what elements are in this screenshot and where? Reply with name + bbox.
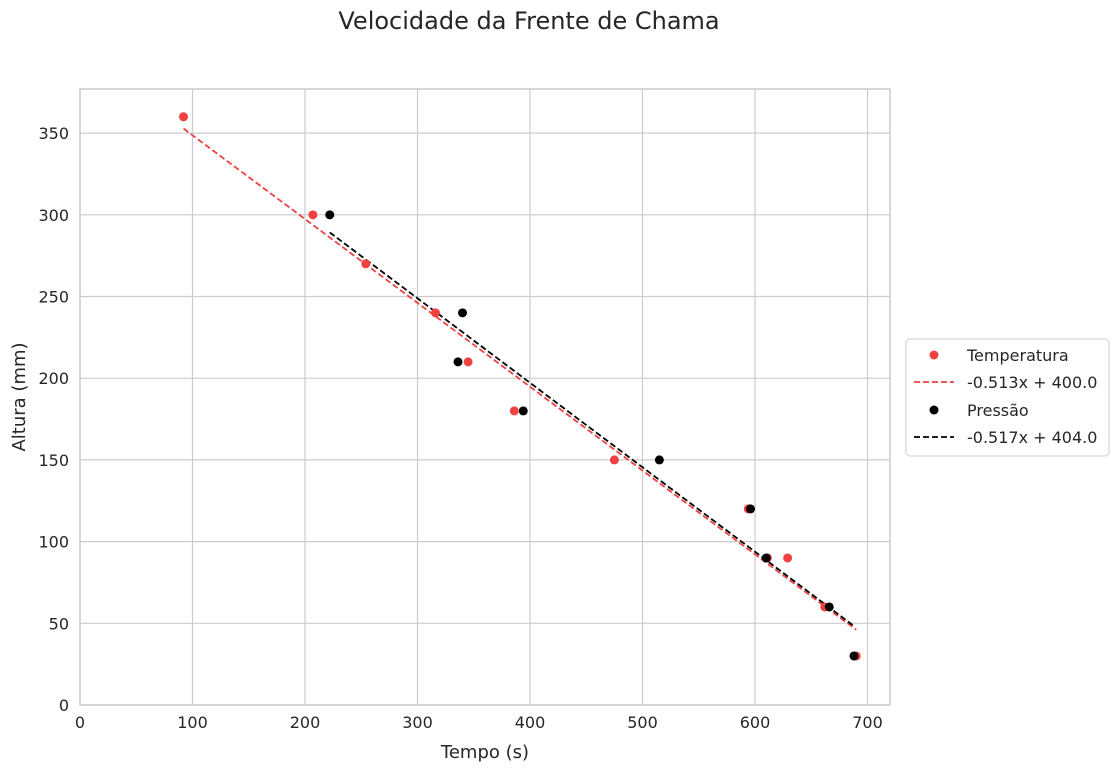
x-tick-label: 100: [177, 713, 208, 732]
legend-label-temperatura-fit: -0.513x + 400.0: [967, 373, 1097, 392]
gridlines: [79, 89, 890, 706]
x-tick-label: 0: [75, 713, 85, 732]
y-tick-label: 350: [38, 124, 69, 143]
y-tick-label: 250: [38, 288, 69, 307]
point-pressao: [458, 308, 467, 318]
point-temperatura: [361, 259, 371, 269]
point-pressao: [824, 602, 834, 612]
y-tick-label: 300: [38, 206, 69, 225]
chart-title: Velocidade da Frente de Chama: [338, 7, 719, 35]
y-tick-label: 100: [38, 533, 69, 552]
point-temperatura: [509, 406, 519, 416]
y-tick-label: 200: [38, 369, 69, 388]
point-pressao: [453, 357, 463, 367]
x-tick-label: 700: [852, 713, 883, 732]
legend-marker-temperatura: [929, 350, 939, 360]
y-tick-label: 150: [38, 451, 69, 470]
point-temperatura: [431, 308, 440, 318]
x-tick-label: 500: [627, 713, 658, 732]
point-pressao: [654, 455, 664, 465]
legend-label-pressao: Pressão: [967, 401, 1029, 420]
legend-marker-pressao: [929, 405, 939, 415]
y-tick-labels: 0 50 100 150 200 250 300 350: [38, 124, 69, 715]
point-pressao: [849, 651, 859, 661]
fit-line-pressao: [329, 231, 855, 627]
legend: Temperatura -0.513x + 400.0 Pressão -0.5…: [905, 338, 1110, 457]
point-temperatura: [609, 455, 619, 465]
point-temperatura: [308, 210, 318, 220]
x-axis-label: Tempo (s): [440, 742, 529, 763]
x-tick-label: 200: [290, 713, 321, 732]
legend-frame: [905, 338, 1110, 457]
x-tick-labels: 0 100 200 300 400 500 600 700: [75, 713, 883, 732]
y-tick-label: 50: [49, 614, 69, 633]
plot-frame: [79, 88, 891, 706]
point-pressao: [761, 553, 771, 563]
point-pressao: [518, 406, 528, 416]
y-axis-label: Altura (mm): [9, 342, 30, 451]
point-temperatura: [463, 357, 473, 367]
point-pressao: [746, 504, 755, 514]
point-pressao: [325, 210, 335, 220]
point-temperatura: [783, 553, 793, 563]
x-tick-label: 400: [515, 713, 546, 732]
x-tick-label: 600: [740, 713, 771, 732]
y-tick-label: 0: [59, 696, 69, 715]
data-points: [179, 112, 861, 661]
legend-label-temperatura: Temperatura: [966, 346, 1069, 365]
point-temperatura: [179, 112, 188, 122]
fit-lines: [182, 127, 857, 631]
x-tick-label: 300: [402, 713, 433, 732]
legend-label-pressao-fit: -0.517x + 404.0: [967, 428, 1097, 447]
fit-line-temperatura: [182, 127, 857, 631]
plot-area: [80, 89, 890, 705]
